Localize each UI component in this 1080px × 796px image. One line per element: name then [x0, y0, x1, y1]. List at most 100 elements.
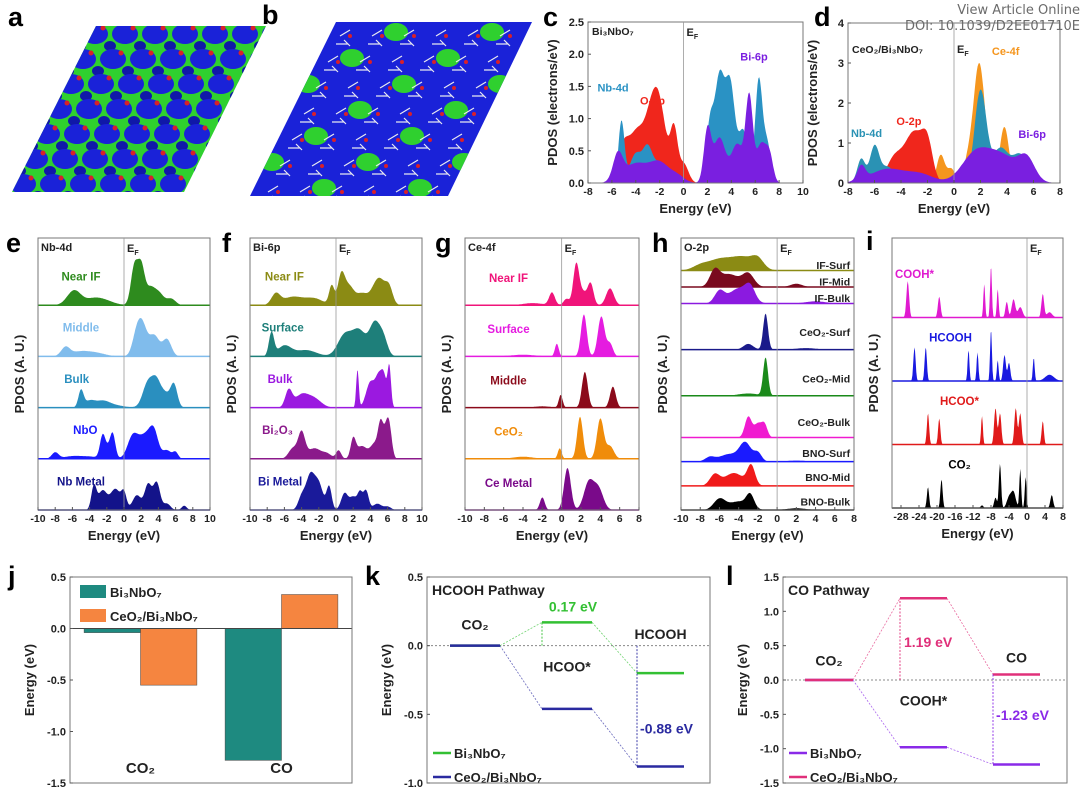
atom-cluster	[12, 124, 30, 144]
x-tick-label: -4	[518, 513, 527, 525]
fermi-sub: F	[1037, 250, 1042, 257]
atom-cluster	[146, 141, 158, 151]
y-tick-label: -1.0	[760, 744, 779, 756]
y-axis-label: PDOS (A. U.)	[224, 335, 239, 414]
bond-sticks	[468, 159, 483, 177]
pathway-connector	[946, 598, 994, 675]
y-tick-label: 1.0	[764, 606, 779, 618]
panel-title: Nb-4d	[41, 242, 72, 254]
pdos-row-area	[681, 255, 854, 271]
fermi-level-label: EF	[127, 243, 139, 257]
oxygen-atom	[400, 60, 404, 64]
series-label: Nb-4d	[597, 83, 628, 95]
oxygen-atom	[64, 100, 70, 106]
y-tick-label: -1.5	[47, 778, 66, 790]
atom-cluster	[28, 74, 54, 94]
atom-cluster	[248, 116, 260, 126]
atom-cluster	[56, 141, 68, 151]
oxygen-atom	[416, 164, 420, 168]
bond-sticks	[452, 55, 467, 73]
x-tick-label: -2	[753, 513, 762, 525]
oxygen-atom	[40, 150, 46, 156]
oxygen-atom	[472, 112, 476, 116]
atom-cluster	[32, 191, 44, 192]
x-axis-label: Energy (eV)	[731, 528, 803, 543]
atom-cluster	[212, 191, 224, 192]
atom-cluster	[238, 74, 264, 94]
x-tick-label: 0	[559, 513, 565, 525]
panel-l: Bi₃NbO₇ CeO₂/Bi₃NbO₇ CO₂ COOH* CO 1.19 eV -1.2…	[735, 572, 1068, 790]
isosurface-green	[392, 75, 416, 93]
view-article-online-link[interactable]: View Article Online	[957, 3, 1080, 18]
bond-sticks	[292, 55, 307, 73]
row-label: Nb Metal	[57, 476, 105, 488]
oxygen-atom	[396, 138, 400, 142]
oxygen-atom	[256, 164, 260, 168]
panel-title: Bi-6p	[253, 242, 281, 254]
oxygen-atom	[269, 51, 274, 56]
atom-cluster	[232, 149, 258, 169]
oxygen-atom	[332, 138, 336, 142]
row-label: IF-Mid	[819, 276, 850, 288]
bond-sticks	[396, 107, 411, 125]
atom-cluster	[104, 41, 116, 51]
pdos-area-bi-6p	[848, 147, 1060, 183]
bond-sticks	[376, 81, 391, 99]
oxygen-atom	[256, 75, 262, 81]
doi-link[interactable]: DOI: 10.1039/D2EE01710E	[904, 19, 1080, 34]
bond-sticks	[448, 133, 463, 151]
row-label: Near IF	[62, 272, 101, 284]
atom-cluster	[128, 116, 140, 126]
x-tick-label: 10	[204, 513, 216, 525]
step-label: CO₂	[461, 616, 488, 632]
x-tick-label: -6	[715, 513, 724, 525]
fermi-sub: F	[134, 250, 139, 257]
oxygen-atom	[388, 86, 392, 90]
atom-cluster	[134, 41, 146, 51]
atom-cluster	[86, 141, 98, 151]
panel-label-d: d	[814, 2, 831, 32]
y-axis-label: Energy (eV)	[735, 644, 750, 716]
bond-sticks	[496, 29, 511, 47]
row-label: HCOO*	[940, 396, 980, 408]
fermi-main: E	[339, 243, 346, 255]
atom-cluster	[122, 66, 134, 76]
x-tick-label: -2	[102, 513, 111, 525]
y-tick-label: 0.5	[569, 146, 584, 158]
atom-cluster	[12, 191, 14, 192]
y-axis-label: Energy (eV)	[22, 644, 37, 716]
oxygen-atom	[118, 175, 124, 181]
x-tick-label: 4	[1004, 186, 1010, 198]
x-tick-label: -4	[734, 513, 743, 525]
x-tick-label: -8	[696, 513, 705, 525]
oxygen-atom	[136, 75, 142, 81]
series-label: O-2p	[896, 116, 921, 128]
bond-sticks	[492, 107, 507, 125]
x-tick-label: 8	[851, 513, 857, 525]
pdos-row-area	[38, 425, 210, 459]
atom-cluster	[242, 66, 254, 76]
oxygen-atom	[202, 125, 208, 131]
series-label: Ce-4f	[992, 46, 1020, 58]
bond-sticks	[464, 29, 479, 47]
fermi-sub: F	[787, 250, 792, 257]
y-tick-label: 4	[838, 18, 845, 30]
oxygen-atom	[220, 26, 226, 31]
oxygen-atom	[148, 175, 154, 181]
y-tick-label: -0.5	[760, 709, 779, 721]
x-tick-label: 4	[597, 513, 603, 525]
legend-label: Bi₃NbO₇	[810, 746, 862, 761]
energy-difference-label: -0.88 eV	[640, 721, 694, 737]
pdos-row-area	[250, 363, 422, 408]
atom-cluster	[68, 116, 80, 126]
oxygen-atom	[420, 86, 424, 90]
oxygen-atom	[94, 100, 100, 106]
x-tick-label: 0	[681, 186, 687, 198]
oxygen-atom	[130, 26, 136, 31]
oxygen-atom	[440, 112, 444, 116]
atom-cluster	[140, 91, 152, 101]
atom-cluster	[134, 166, 146, 176]
x-tick-label: -8	[263, 513, 272, 525]
isosurface-green	[252, 101, 276, 119]
y-tick-label: -0.5	[404, 709, 423, 721]
